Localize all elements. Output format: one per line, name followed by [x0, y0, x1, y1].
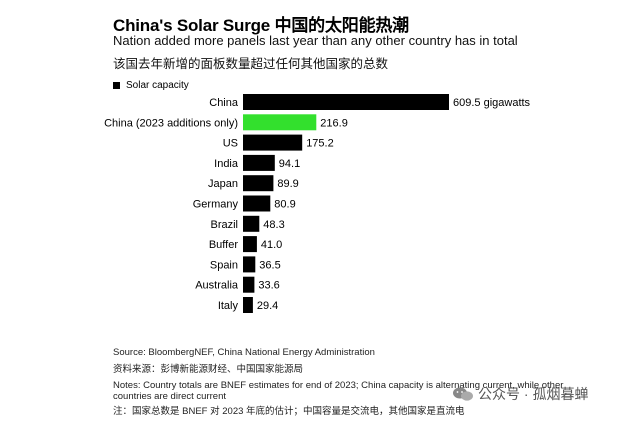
value-label-7: 41.0 — [261, 239, 282, 251]
category-label-9: Australia — [195, 280, 239, 292]
bar-7 — [243, 236, 257, 253]
bar-4 — [243, 175, 274, 192]
bar-6 — [243, 215, 260, 232]
value-label-4: 89.9 — [277, 178, 298, 190]
category-label-0: China — [209, 97, 239, 109]
value-label-5: 80.9 — [274, 199, 295, 211]
source-note-chinese: 资料来源：彭博新能源财经、中国国家能源局 — [113, 364, 304, 375]
bar-3 — [243, 154, 275, 171]
notes-line-1: Notes: Country totals are BNEF estimates… — [113, 380, 564, 391]
source-note: Source: BloombergNEF, China National Ene… — [113, 347, 375, 358]
value-label-6: 48.3 — [263, 219, 284, 231]
value-label-3: 94.1 — [279, 158, 300, 170]
category-label-2: US — [223, 138, 238, 150]
value-label-9: 33.6 — [258, 280, 279, 292]
chart-subtitle: Nation added more panels last year than … — [113, 33, 518, 48]
watermark: 公众号 · 孤烟暮蝉 — [452, 384, 588, 404]
category-label-10: Italy — [218, 300, 239, 312]
bar-10 — [243, 297, 253, 313]
bar-8 — [243, 256, 256, 273]
category-label-4: Japan — [208, 178, 238, 190]
value-label-0: 609.5 gigawatts — [453, 97, 531, 109]
legend-swatch — [113, 82, 120, 89]
watermark-text: 公众号 · 孤烟暮蝉 — [478, 386, 589, 402]
bar-9 — [243, 276, 255, 293]
chart-title: China's Solar Surge 中国的太阳能热潮 — [113, 16, 409, 35]
category-label-3: India — [214, 158, 239, 170]
chart-legend: Solar capacity — [113, 80, 189, 91]
category-label-8: Spain — [210, 259, 238, 271]
bar-2 — [243, 134, 303, 151]
bar-chart: China 609.5 gigawatts China (2023 addition… — [104, 94, 531, 313]
value-label-10: 29.4 — [257, 300, 278, 312]
category-label-6: Brazil — [210, 219, 238, 231]
category-label-1: China (2023 additions only) — [104, 117, 238, 129]
bar-1 — [243, 114, 317, 131]
value-label-2: 175.2 — [306, 138, 334, 150]
chart-subtitle-chinese: 该国去年新增的面板数量超过任何其他国家的总数 — [113, 57, 389, 71]
value-label-1: 216.9 — [320, 117, 348, 129]
bar-5 — [243, 195, 271, 212]
value-label-8: 36.5 — [259, 259, 280, 271]
legend-label: Solar capacity — [126, 80, 189, 91]
notes-chinese: 注：国家总数是 BNEF 对 2023 年底的估计；中国容量是交流电，其他国家是… — [113, 406, 465, 417]
notes-line-2: countries are direct current — [113, 391, 226, 402]
bar-0 — [243, 94, 449, 110]
category-label-7: Buffer — [209, 239, 238, 251]
wechat-icon — [453, 387, 473, 401]
category-label-5: Germany — [193, 199, 239, 211]
